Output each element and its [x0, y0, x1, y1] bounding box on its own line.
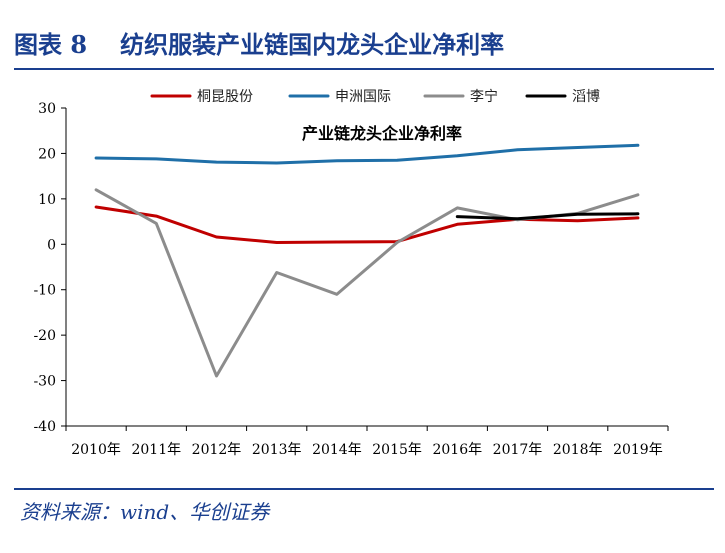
x-tick-label: 2019年	[613, 442, 663, 458]
x-tick-label: 2014年	[312, 442, 362, 458]
y-tick-label: 30	[38, 101, 56, 117]
x-tick-label: 2018年	[553, 442, 603, 458]
x-tick-label: 2017年	[493, 442, 543, 458]
source-note: 资料来源：wind、华创证券	[20, 500, 270, 524]
y-tick-label: 20	[38, 146, 56, 162]
header-rule	[14, 68, 714, 70]
legend: 桐昆股份 申洲国际 李宁 滔博	[150, 88, 600, 105]
series-line-4	[455, 212, 640, 221]
y-ticks: 30 20 10 0 -10 -20 -30 -40	[33, 101, 66, 435]
legend-label: 申洲国际	[335, 89, 391, 105]
x-tick-label: 2016年	[432, 442, 482, 458]
figure-number: 图表 8	[14, 30, 88, 59]
legend-label: 桐昆股份	[197, 89, 253, 105]
y-tick-label: 10	[38, 192, 56, 208]
x-tick-label: 2013年	[252, 442, 302, 458]
y-tick-label: -20	[33, 328, 56, 344]
figure-header: 图表 8 纺织服装产业链国内龙头企业净利率	[14, 25, 504, 65]
x-tick-label: 2012年	[192, 442, 242, 458]
x-tick-label: 2015年	[372, 442, 422, 458]
series-line-2	[94, 143, 640, 165]
footer-rule	[14, 488, 714, 490]
x-ticks: 2010年 2011年 2012年 2013年 2014年 2015年 2016年 2017年…	[65, 426, 669, 458]
chart-title: 产业链龙头企业净利率	[302, 124, 462, 143]
y-tick-label: -40	[33, 419, 56, 435]
x-tick-label: 2011年	[131, 442, 181, 458]
series-line-1	[94, 205, 640, 244]
series-line-3	[94, 188, 640, 378]
y-tick-label: 0	[47, 237, 56, 253]
x-tick-label: 2010年	[71, 442, 121, 458]
figure-title: 纺织服装产业链国内龙头企业净利率	[120, 30, 505, 59]
series-lines	[94, 143, 640, 378]
legend-label: 李宁	[470, 88, 498, 105]
legend-label: 滔博	[572, 88, 600, 105]
y-tick-label: -10	[33, 283, 56, 299]
y-tick-label: -30	[33, 374, 56, 390]
